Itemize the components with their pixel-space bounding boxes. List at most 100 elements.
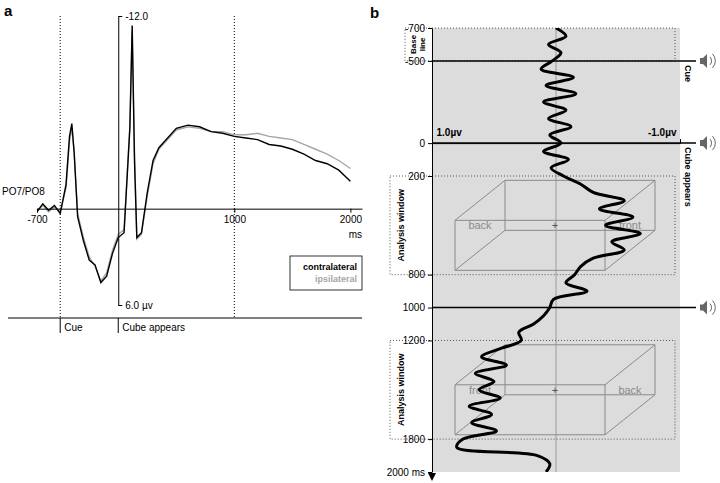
- cube-edge: [455, 270, 605, 271]
- x-axis-tick-label: 1000: [224, 214, 247, 225]
- time-axis-tick-label: 2000 ms: [387, 467, 425, 478]
- time-axis-tick: 1000: [403, 302, 432, 313]
- event-line: [432, 142, 696, 144]
- time-axis-tick: -500: [405, 56, 432, 67]
- baseline-label-line: Base: [409, 34, 418, 54]
- cube-label: back: [468, 219, 492, 231]
- speaker-wave: [713, 136, 716, 150]
- cube-label: +: [552, 384, 558, 396]
- event-bracket-baseline: [8, 318, 362, 319]
- y-axis-tick: 6.0 µv: [118, 300, 152, 311]
- event-bracket: [118, 318, 119, 333]
- legend-box: [290, 256, 362, 290]
- cube-label: +: [552, 219, 558, 231]
- time-axis-tick-label: 0: [419, 138, 425, 149]
- analysis-window-label: Analysis window: [396, 353, 406, 427]
- dotted-marker-line: [234, 16, 235, 318]
- analysis-window-label: Analysis window: [396, 188, 406, 262]
- amplitude-axis-tick: -1.0µv: [648, 127, 681, 143]
- baseline-box: [405, 28, 675, 61]
- x-axis-tick-mark: [234, 209, 235, 213]
- cube-face: [605, 180, 655, 270]
- event-label: Cube appears: [683, 147, 693, 207]
- cube-drawing: back+front: [455, 180, 655, 270]
- time-axis-tick-label: 200: [408, 171, 425, 182]
- x-axis-tick-mark: [350, 209, 351, 213]
- speaker-icon: [700, 54, 715, 68]
- amplitude-axis-tick-label: 1.0µv: [437, 127, 463, 138]
- event-label: Cue: [64, 322, 83, 333]
- cube-label: back: [618, 384, 642, 396]
- x-axis-tick: 1000: [224, 209, 247, 225]
- time-axis-tick-mark: [428, 176, 432, 177]
- x-axis-line: [38, 209, 363, 210]
- speaker-body: [700, 136, 707, 150]
- speaker-icon: [700, 301, 715, 315]
- time-axis-tick: 200: [408, 171, 432, 182]
- y-axis-line: [118, 17, 119, 306]
- speaker-wave: [710, 304, 712, 312]
- time-axis-tick-label: 1000: [403, 302, 426, 313]
- legend-entry: ipsilateral: [315, 274, 357, 284]
- time-axis-tick-label: -500: [405, 56, 425, 67]
- x-axis-tick: 2000: [340, 209, 363, 225]
- x-axis-title: ms: [349, 229, 362, 240]
- time-axis-tick-mark: [428, 28, 432, 29]
- amplitude-axis-line: [433, 143, 681, 144]
- cube-edge: [505, 180, 655, 181]
- legend-entry: contralateral: [303, 262, 357, 272]
- speaker-wave: [713, 301, 716, 315]
- y-axis-tick-label: -12.0: [125, 11, 148, 22]
- time-axis-tick-mark: [428, 472, 432, 473]
- panel: BaselineAnalysis windowback+frontAnalysi…: [370, 4, 715, 481]
- time-axis-line: [432, 29, 433, 473]
- plot-background: [432, 28, 680, 472]
- difference-wave: [457, 28, 641, 472]
- time-axis-tick-label: 1200: [403, 335, 426, 346]
- x-axis-tick: -700: [27, 209, 47, 225]
- time-axis-tick-label: -700: [405, 23, 425, 34]
- y-axis-tick-mark: [118, 16, 122, 17]
- time-axis-tick-mark: [428, 340, 432, 341]
- speaker-wave: [710, 139, 712, 147]
- time-axis-tick-label: 800: [408, 269, 425, 280]
- time-axis-tick: 1200: [403, 335, 432, 346]
- figure: -70010002000-12.06.0 µvaPO7/PO8msCueCube…: [0, 0, 720, 483]
- x-axis-tick-mark: [37, 209, 38, 213]
- speaker-icon: [700, 136, 715, 150]
- cube-face: [605, 345, 655, 435]
- legend: contralateral ipsilateral: [290, 256, 362, 290]
- event-bracket: [60, 318, 61, 333]
- event-label: Cube appears: [122, 322, 185, 333]
- time-axis: -700 -500 0 200 800 1000 1200 1800 2000 ms: [387, 23, 433, 478]
- cube-face: [455, 180, 505, 270]
- y-axis: -12.0 6.0 µv: [118, 11, 152, 311]
- series-line: [37, 26, 350, 283]
- y-axis-title: PO7/PO8: [2, 186, 45, 197]
- dotted-marker-line: [60, 16, 61, 318]
- time-axis-arrow: [428, 473, 436, 481]
- amplitude-axis-tick-mark: [432, 139, 433, 143]
- y-axis-tick-mark: [118, 305, 122, 306]
- y-axis-tick: -12.0: [118, 11, 148, 22]
- time-axis-tick-mark: [428, 308, 432, 309]
- y-axis-tick-label: 6.0 µv: [125, 300, 152, 311]
- plot-area: [37, 26, 350, 283]
- speaker-body: [700, 54, 707, 68]
- time-axis-tick: 0: [419, 138, 432, 149]
- amplitude-axis-tick-label: -1.0µv: [648, 127, 677, 138]
- baseline-label: Baseline: [409, 34, 427, 54]
- cube-edge: [505, 344, 655, 345]
- time-axis-tick: 1800: [403, 434, 432, 445]
- baseline-label-line: line: [418, 37, 427, 51]
- plot-area: [457, 28, 641, 472]
- zero-line: [556, 28, 557, 472]
- time-axis-tick-mark: [428, 61, 432, 62]
- amplitude-axis-tick-mark: [680, 139, 681, 143]
- figure-canvas: -70010002000-12.06.0 µvaPO7/PO8msCueCube…: [0, 0, 720, 483]
- time-axis-tick-mark: [428, 275, 432, 276]
- time-axis-tick: 800: [408, 269, 432, 280]
- speaker-wave: [713, 54, 716, 68]
- event-line: [432, 60, 696, 62]
- time-axis-tick-mark: [428, 439, 432, 440]
